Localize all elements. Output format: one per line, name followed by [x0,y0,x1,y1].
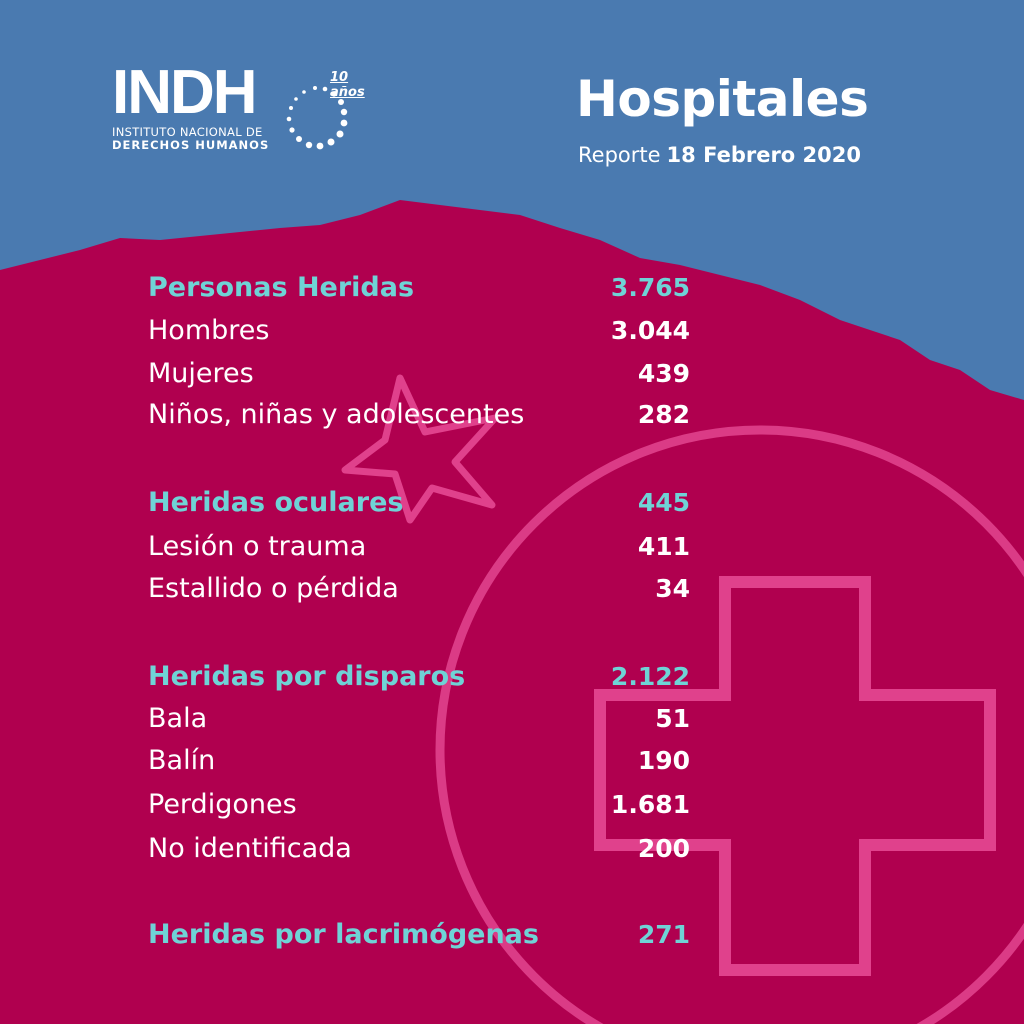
stat-value: 411 [637,531,690,561]
report-label: Reporte [578,143,661,167]
page-title: Hospitales [576,70,869,128]
stat-value: 34 [655,573,690,603]
logo-line1: INSTITUTO NACIONAL DE [112,125,263,139]
stat-row: Niños, niñas y adolescentes 282 [148,394,690,434]
stat-value: 51 [655,703,690,733]
stat-value: 282 [637,399,690,429]
section-value: 271 [637,919,690,949]
stat-label: No identificada [148,832,352,864]
section-personas-heridas: Personas Heridas 3.765 [148,267,690,307]
section-heridas-lacrimogenas: Heridas por lacrimógenas 271 [148,914,690,954]
indh-logo: INDH INSTITUTO NACIONAL DE DERECHOS HUMA… [112,58,365,152]
dotted-circle-icon [286,86,348,150]
stat-value: 3.044 [610,315,690,345]
stat-row: No identificada 200 [148,828,690,868]
section-heridas-oculares: Heridas oculares 445 [148,482,690,522]
stat-label: Mujeres [148,357,254,389]
section-heridas-disparos: Heridas por disparos 2.122 [148,656,690,696]
circle-outline [435,425,1024,1024]
section-label: Heridas por lacrimógenas [148,918,539,950]
stat-row: Bala 51 [148,698,690,738]
stat-row: Lesión o trauma 411 [148,526,690,566]
section-value: 3.765 [610,272,690,302]
medical-cross-icon [594,576,996,976]
stat-label: Estallido o pérdida [148,572,399,604]
stat-value: 1.681 [610,789,690,819]
star-icon [341,374,499,524]
stat-value: 439 [637,358,690,388]
stat-row: Perdigones 1.681 [148,784,690,824]
stat-label: Perdigones [148,788,297,820]
stat-row: Mujeres 439 [148,353,690,393]
stat-row: Estallido o pérdida 34 [148,568,690,608]
section-label: Personas Heridas [148,271,415,303]
stat-label: Niños, niñas y adolescentes [148,398,525,430]
logo-anniversary: 10 años [330,70,365,100]
logo-line2: DERECHOS HUMANOS [112,138,270,152]
date: 18 Febrero 2020 [666,143,861,167]
logo-mark: INDH [112,58,258,127]
stat-label: Hombres [148,314,270,346]
stat-label: Bala [148,702,208,734]
section-label: Heridas oculares [148,486,404,518]
stat-value: 190 [637,745,690,775]
stat-label: Balín [148,744,216,776]
stat-value: 200 [637,833,690,863]
report-date: Reporte 18 Febrero 2020 [578,143,861,167]
section-value: 445 [637,487,690,517]
section-label: Heridas por disparos [148,660,466,692]
section-value: 2.122 [610,661,690,691]
stat-row: Hombres 3.044 [148,310,690,350]
torn-blue-header [0,0,1024,400]
stat-label: Lesión o trauma [148,530,367,562]
stat-row: Balín 190 [148,740,690,780]
